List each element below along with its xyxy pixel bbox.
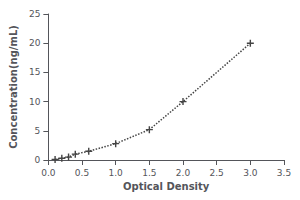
svg-text:25: 25 xyxy=(29,9,40,19)
svg-text:3.0: 3.0 xyxy=(243,168,258,178)
svg-text:0: 0 xyxy=(35,155,41,165)
svg-text:0.5: 0.5 xyxy=(75,168,89,178)
svg-text:5: 5 xyxy=(35,126,41,136)
svg-text:20: 20 xyxy=(29,38,41,48)
svg-text:15: 15 xyxy=(29,67,40,77)
svg-text:Concentration(ng/mL): Concentration(ng/mL) xyxy=(8,25,19,149)
svg-text:1.0: 1.0 xyxy=(109,168,124,178)
svg-text:Optical Density: Optical Density xyxy=(123,181,210,192)
svg-text:2.5: 2.5 xyxy=(210,168,224,178)
svg-text:1.5: 1.5 xyxy=(142,168,156,178)
svg-text:3.5: 3.5 xyxy=(277,168,291,178)
svg-text:0.0: 0.0 xyxy=(41,168,56,178)
svg-text:10: 10 xyxy=(29,97,41,107)
svg-text:2.0: 2.0 xyxy=(176,168,191,178)
